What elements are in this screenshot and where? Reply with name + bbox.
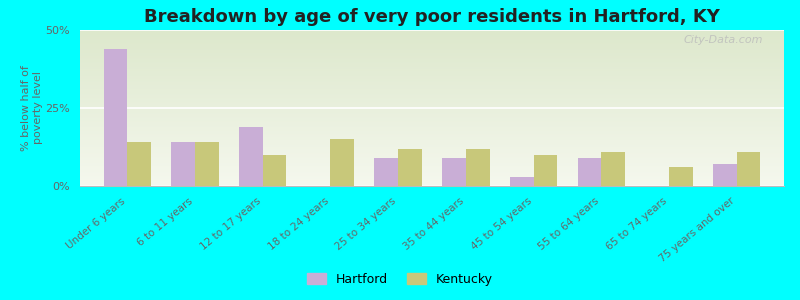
Y-axis label: % below half of
poverty level: % below half of poverty level: [21, 65, 42, 151]
Bar: [737, 152, 760, 186]
Bar: [534, 155, 558, 186]
Bar: [398, 148, 422, 186]
Bar: [239, 127, 262, 186]
Bar: [330, 139, 354, 186]
Bar: [669, 167, 693, 186]
Bar: [104, 49, 127, 186]
Bar: [127, 142, 151, 186]
Bar: [713, 164, 737, 186]
Bar: [466, 148, 490, 186]
Bar: [578, 158, 602, 186]
Text: City-Data.com: City-Data.com: [683, 35, 763, 45]
Bar: [510, 177, 534, 186]
Title: Breakdown by age of very poor residents in Hartford, KY: Breakdown by age of very poor residents …: [144, 8, 720, 26]
Legend: Hartford, Kentucky: Hartford, Kentucky: [302, 268, 498, 291]
Bar: [171, 142, 195, 186]
Bar: [262, 155, 286, 186]
Bar: [195, 142, 218, 186]
Bar: [374, 158, 398, 186]
Bar: [442, 158, 466, 186]
Bar: [602, 152, 625, 186]
